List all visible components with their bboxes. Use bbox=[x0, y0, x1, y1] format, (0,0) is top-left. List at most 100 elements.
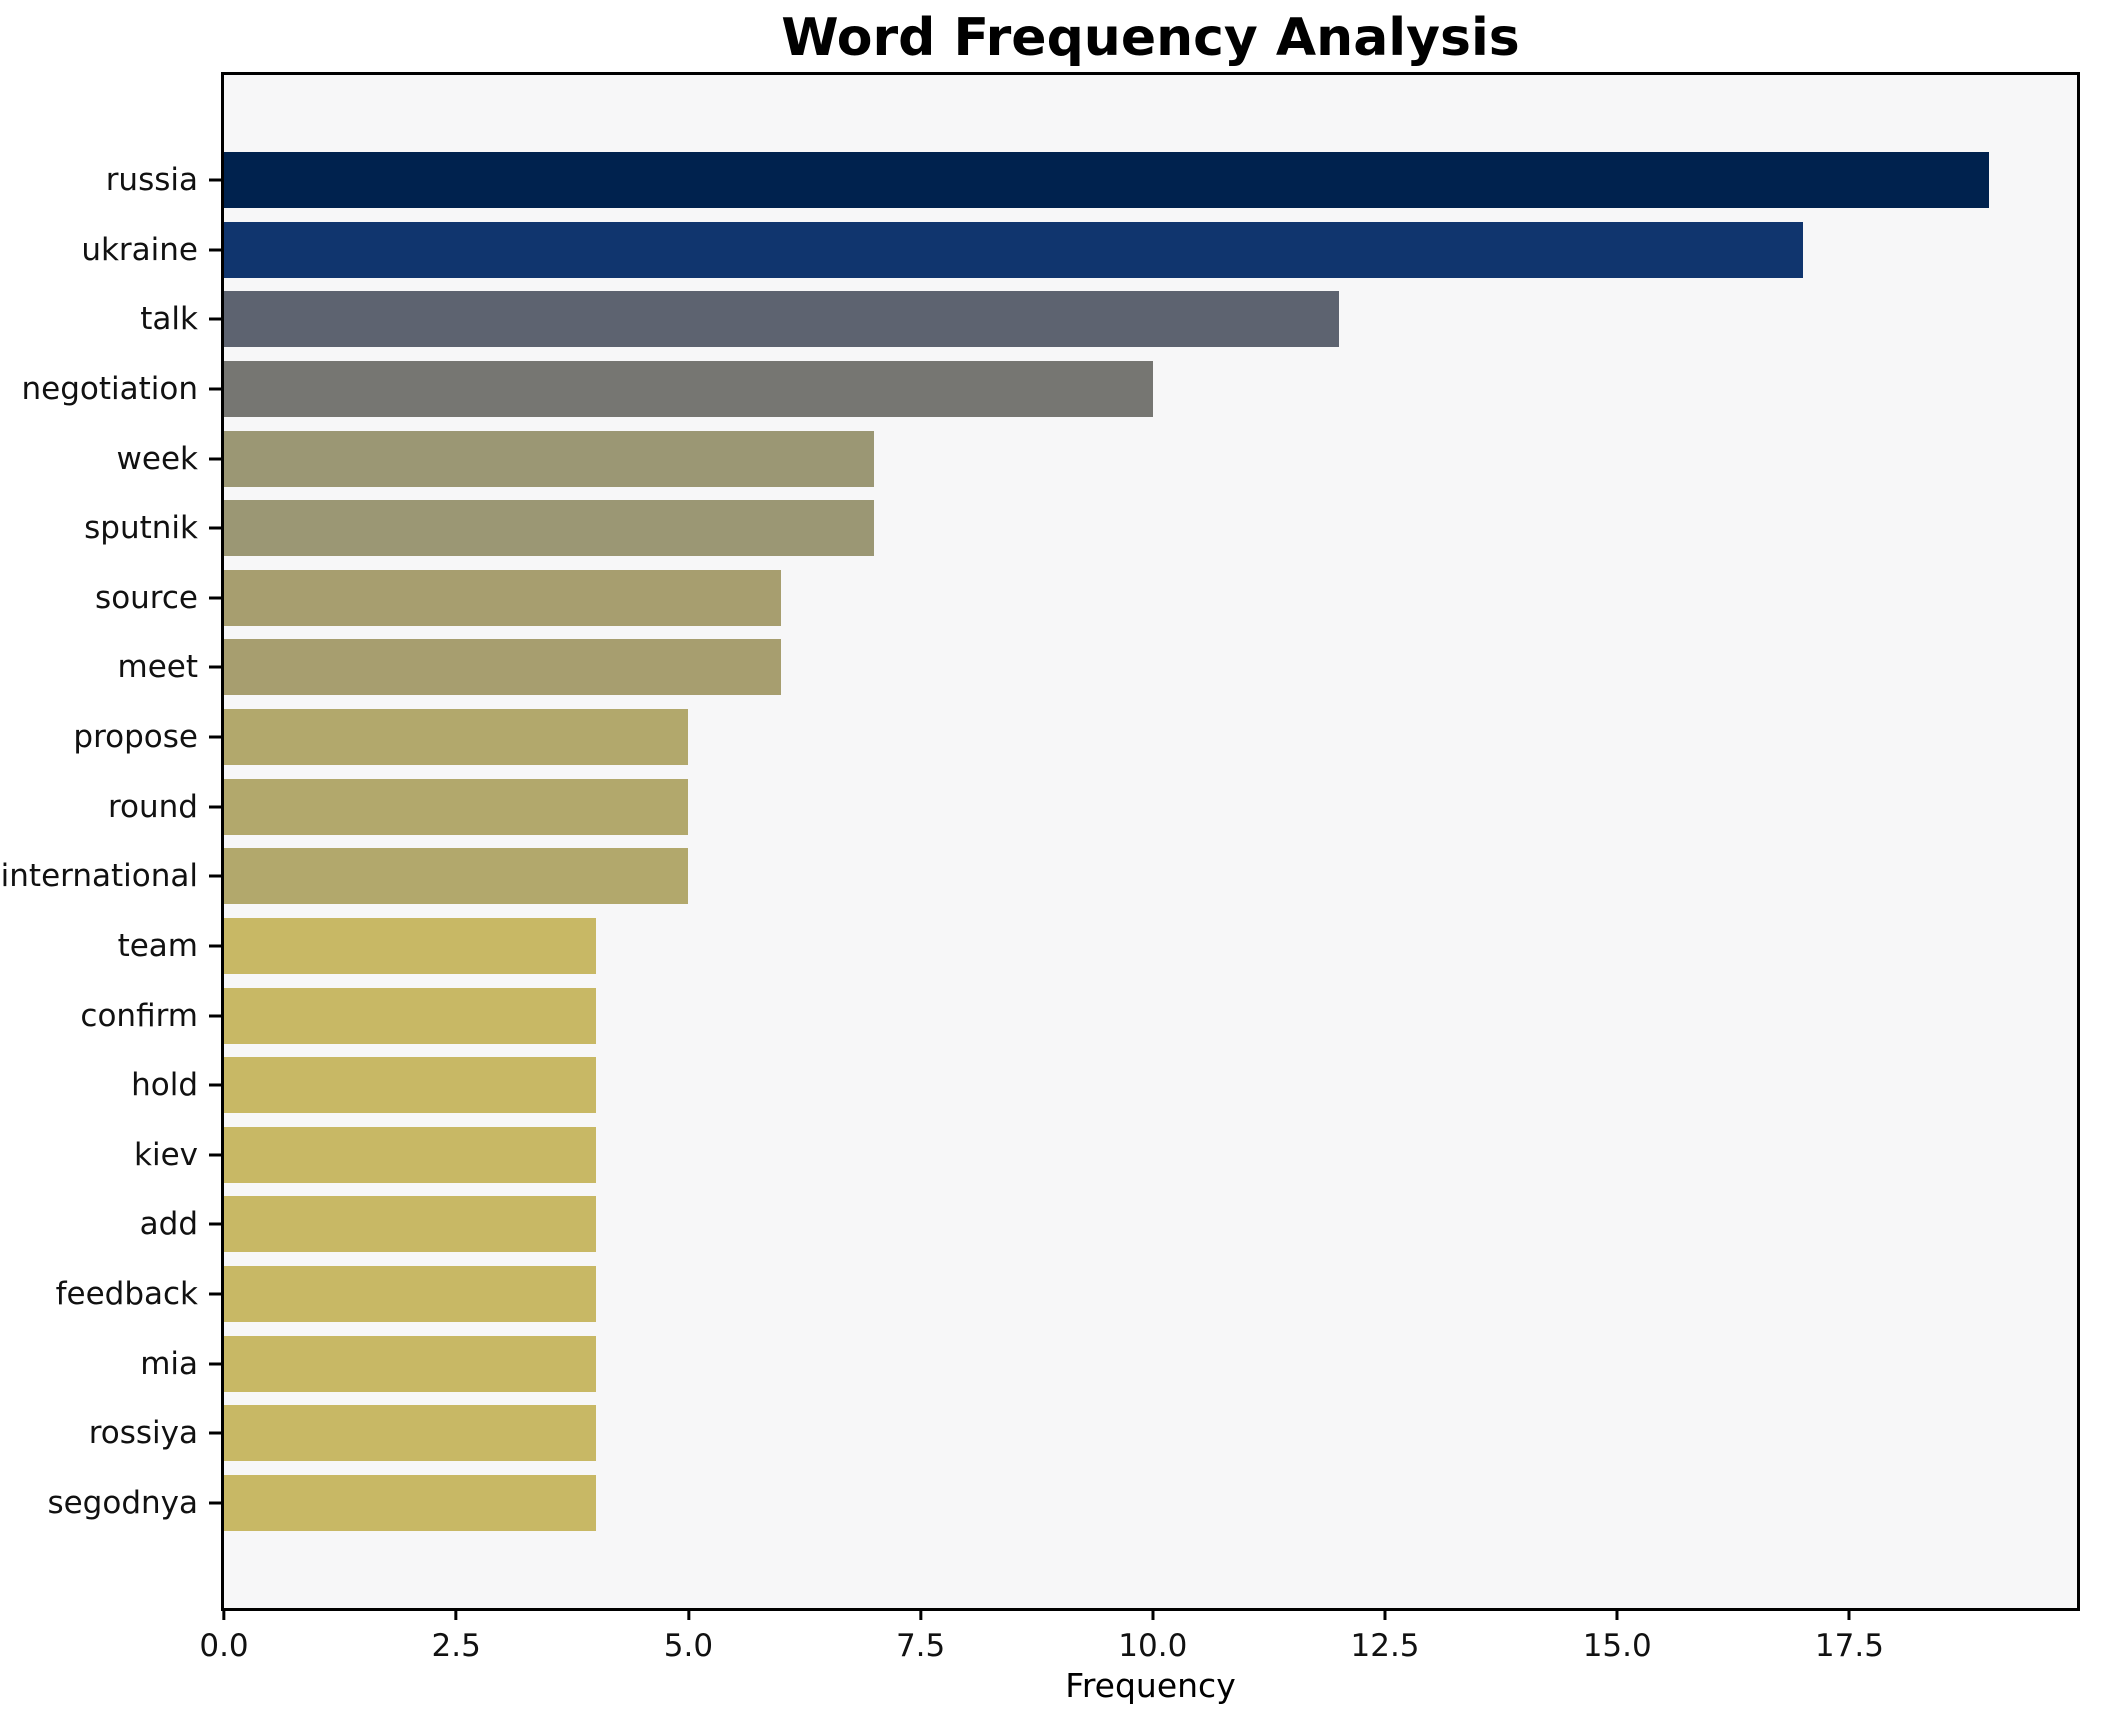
bar-row: russia bbox=[106, 152, 2077, 208]
bar bbox=[224, 848, 689, 905]
x-tick-mark bbox=[1615, 1608, 1619, 1620]
bar bbox=[224, 1474, 596, 1531]
y-tick-label: russia bbox=[105, 162, 198, 198]
x-tick-label: 0.0 bbox=[199, 1628, 249, 1664]
bar bbox=[224, 430, 875, 487]
y-tick-label: sputnik bbox=[84, 510, 198, 547]
y-tick-mark bbox=[209, 457, 221, 460]
bar-row: ukraine bbox=[81, 221, 2077, 278]
y-tick-label: segodnya bbox=[47, 1484, 198, 1521]
y-tick-label: talk bbox=[140, 301, 198, 338]
y-tick-mark bbox=[209, 944, 221, 948]
bar-row: mia bbox=[140, 1335, 2077, 1392]
bar-row: kiev bbox=[134, 1126, 2077, 1183]
y-tick-mark bbox=[209, 248, 221, 252]
y-tick-label: add bbox=[139, 1206, 198, 1243]
bar-row: hold bbox=[131, 1057, 2077, 1114]
x-tick-label: 17.5 bbox=[1814, 1628, 1884, 1664]
y-tick-label: rossiya bbox=[88, 1415, 198, 1452]
y-tick-mark bbox=[209, 178, 221, 182]
x-tick-mark bbox=[454, 1608, 458, 1620]
x-axis-label: Frequency bbox=[1065, 1666, 1236, 1705]
y-tick-mark bbox=[209, 1222, 221, 1226]
y-tick-mark bbox=[209, 1501, 221, 1505]
y-tick-mark bbox=[209, 1362, 221, 1366]
x-tick-label: 15.0 bbox=[1582, 1628, 1652, 1664]
bar bbox=[224, 360, 1153, 417]
y-tick-mark bbox=[209, 526, 221, 530]
x-tick-label: 5.0 bbox=[663, 1628, 714, 1664]
y-tick-label: ukraine bbox=[81, 231, 198, 268]
bar-row: sputnik bbox=[84, 500, 2077, 557]
bar bbox=[224, 291, 1339, 348]
bar bbox=[224, 1266, 596, 1322]
plot-area: russia ukraine talk negotiation week spu… bbox=[1, 72, 2080, 1664]
x-tick: 15.0 bbox=[1583, 1608, 1652, 1664]
bar-row: add bbox=[140, 1196, 2077, 1253]
x-tick-mark bbox=[686, 1608, 690, 1620]
y-tick-mark bbox=[209, 317, 221, 321]
x-tick: 17.5 bbox=[1815, 1608, 1884, 1664]
x-tick-label: 12.5 bbox=[1350, 1628, 1420, 1664]
y-tick-label: feedback bbox=[55, 1276, 198, 1312]
bar-rows-container: russia ukraine talk negotiation week spu… bbox=[1, 75, 2077, 1608]
x-tick-mark bbox=[1383, 1608, 1387, 1620]
bar bbox=[224, 1405, 596, 1462]
bar-row: week bbox=[117, 430, 2077, 487]
bar-row: feedback bbox=[56, 1266, 2077, 1322]
chart-title: Word Frequency Analysis bbox=[781, 8, 1520, 68]
bar bbox=[224, 917, 596, 974]
x-tick-mark bbox=[222, 1608, 226, 1620]
y-tick-mark bbox=[209, 1153, 221, 1157]
y-tick-mark bbox=[209, 665, 221, 669]
bar-row: rossiya bbox=[89, 1405, 2077, 1462]
y-tick-label: week bbox=[116, 440, 198, 477]
y-tick-label: team bbox=[117, 927, 198, 964]
bar bbox=[224, 152, 1989, 208]
y-tick-mark bbox=[209, 387, 221, 391]
y-tick-mark bbox=[209, 874, 221, 878]
y-tick-mark bbox=[209, 1014, 221, 1017]
bar-row: negotiation bbox=[21, 360, 2077, 417]
bar bbox=[224, 1196, 596, 1253]
y-tick-label: hold bbox=[131, 1067, 198, 1104]
y-tick-label: round bbox=[107, 788, 198, 825]
bar-row: team bbox=[118, 917, 2077, 974]
x-tick: 0.0 bbox=[199, 1608, 249, 1664]
bar bbox=[224, 709, 689, 765]
bar-row: talk bbox=[140, 291, 2077, 348]
x-tick: 2.5 bbox=[432, 1608, 481, 1664]
y-tick-mark bbox=[209, 596, 221, 600]
y-tick-label: mia bbox=[140, 1345, 198, 1382]
y-tick-label: meet bbox=[117, 649, 199, 686]
x-tick-mark bbox=[1151, 1608, 1155, 1620]
bar bbox=[224, 778, 689, 835]
x-tick-label: 2.5 bbox=[431, 1628, 481, 1664]
x-tick-mark bbox=[919, 1608, 923, 1620]
bar bbox=[224, 639, 782, 696]
y-tick-label: international bbox=[0, 858, 198, 895]
bar-row: round bbox=[108, 778, 2077, 835]
x-tick: 12.5 bbox=[1351, 1608, 1420, 1664]
y-tick-label: kiev bbox=[134, 1136, 198, 1173]
bar-row: meet bbox=[118, 639, 2077, 696]
x-tick-label: 10.0 bbox=[1118, 1628, 1188, 1664]
x-tick: 5.0 bbox=[664, 1608, 713, 1664]
y-tick-label: source bbox=[95, 579, 198, 616]
bar-row: international bbox=[1, 848, 2077, 905]
y-tick-label: confirm bbox=[80, 997, 198, 1034]
bar-row: segodnya bbox=[47, 1474, 2077, 1531]
y-tick-mark bbox=[209, 805, 221, 809]
bar-row: confirm bbox=[80, 987, 2077, 1044]
y-tick-mark bbox=[209, 1292, 221, 1296]
x-tick-mark bbox=[1847, 1608, 1851, 1620]
x-tick: 10.0 bbox=[1118, 1608, 1187, 1664]
y-tick-label: propose bbox=[73, 719, 198, 755]
bar bbox=[224, 569, 782, 626]
bar-row: propose bbox=[73, 709, 2077, 765]
bar-row: source bbox=[95, 569, 2077, 626]
x-tick-label: 7.5 bbox=[895, 1628, 946, 1664]
bar bbox=[224, 1126, 596, 1183]
y-tick-mark bbox=[209, 735, 221, 739]
